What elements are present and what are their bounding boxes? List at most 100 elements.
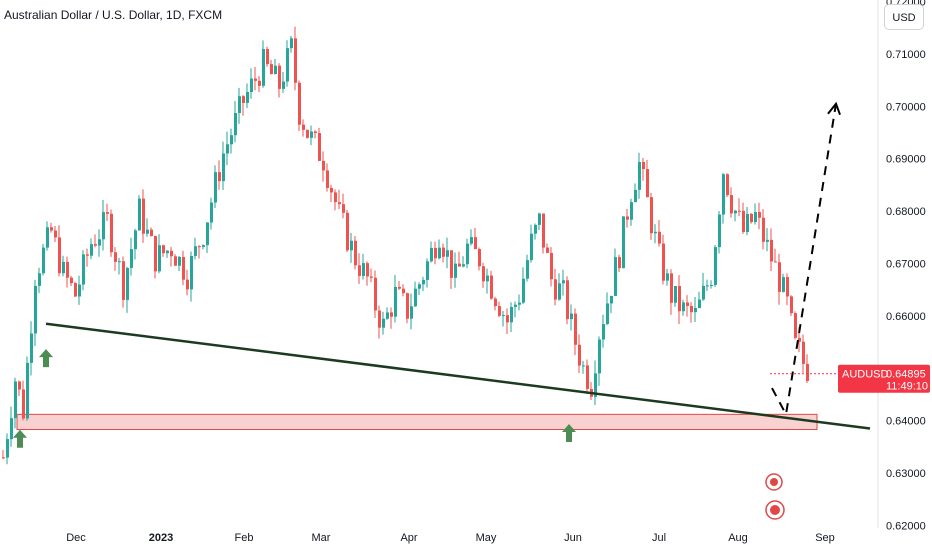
candle-body xyxy=(458,263,461,267)
candle-body xyxy=(386,312,389,319)
candle-body xyxy=(58,237,61,274)
candle-body xyxy=(678,286,681,312)
x-tick-label: Aug xyxy=(728,532,748,544)
candle-body xyxy=(726,174,729,196)
candle-body xyxy=(322,160,325,171)
candle-body xyxy=(410,306,413,319)
candle-body xyxy=(206,222,209,246)
candle-body xyxy=(122,261,125,300)
candle-body xyxy=(350,240,353,251)
candle-body xyxy=(366,263,369,277)
candle-body xyxy=(758,212,761,218)
candle-body xyxy=(382,318,385,328)
candle-body xyxy=(114,252,117,262)
candle-body xyxy=(294,38,297,83)
candle-body xyxy=(310,131,313,138)
candle-body xyxy=(718,214,721,248)
candle-body xyxy=(214,172,217,203)
candle-body xyxy=(438,247,441,259)
x-tick-label: May xyxy=(476,532,497,544)
candle-body xyxy=(686,302,689,306)
candle-body xyxy=(354,240,357,266)
candle-body xyxy=(594,373,597,397)
candle-body xyxy=(90,244,93,256)
candle-body xyxy=(30,333,33,363)
candle-body xyxy=(630,202,633,220)
candle-body xyxy=(42,247,45,274)
x-tick-label: Jul xyxy=(652,532,666,544)
event-icons[interactable] xyxy=(765,473,785,520)
candle-body xyxy=(230,135,233,145)
y-tick-label: 0.69000 xyxy=(886,154,926,166)
candle-body xyxy=(34,285,37,334)
candle-body xyxy=(266,49,269,65)
candle-body xyxy=(222,153,225,182)
x-tick-label: Feb xyxy=(235,532,254,544)
y-tick-label: 0.70000 xyxy=(886,101,926,113)
candle-body xyxy=(642,161,645,170)
candle-body xyxy=(150,229,153,237)
time-axis[interactable]: Dec 2023 Feb Mar Apr May Jun Jul Aug Sep xyxy=(66,532,835,544)
candle-body xyxy=(466,243,469,265)
candle-body xyxy=(402,288,405,294)
candle-body xyxy=(98,239,101,246)
candle-body xyxy=(346,212,349,251)
candle-body xyxy=(22,389,25,419)
candle-body xyxy=(666,273,669,281)
candle-body xyxy=(342,204,345,213)
candle-body xyxy=(118,261,121,263)
candle-body xyxy=(506,315,509,323)
candle-body xyxy=(682,302,685,312)
candle-body xyxy=(226,144,229,154)
x-tick-label: 2023 xyxy=(149,532,173,544)
candle-body xyxy=(242,96,245,103)
y-tick-label: 0.62000 xyxy=(886,520,926,532)
candle-body xyxy=(394,286,397,317)
candle-body xyxy=(270,64,273,75)
candle-body xyxy=(634,189,637,203)
candle-body xyxy=(798,337,801,342)
candle-body xyxy=(654,231,657,234)
price-axis[interactable]: 0.62000 0.63000 0.64000 0.66000 0.67000 0.680… xyxy=(886,0,926,532)
candle-body xyxy=(2,457,5,459)
arrow-markers xyxy=(13,101,841,448)
candle-body xyxy=(738,210,741,212)
candle-body xyxy=(274,65,277,75)
y-tick-label: 0.66000 xyxy=(886,311,926,323)
candle-body xyxy=(530,233,533,261)
candle-body xyxy=(62,261,65,274)
candle-body xyxy=(126,267,129,300)
candle-body xyxy=(290,38,293,49)
candle-body xyxy=(806,363,809,381)
candle-body xyxy=(166,250,169,254)
candle-body xyxy=(66,261,69,278)
candle-body xyxy=(574,313,577,345)
candle-body xyxy=(746,213,749,233)
flag-event-dot xyxy=(770,478,778,486)
trendline[interactable] xyxy=(45,322,871,430)
candle-body xyxy=(486,275,489,282)
candle-body xyxy=(606,303,609,325)
candle-body xyxy=(722,174,725,215)
candle-body xyxy=(698,299,701,308)
candle-body xyxy=(510,306,513,323)
candle-body xyxy=(658,231,661,244)
candle-body xyxy=(138,198,141,231)
projection-path[interactable] xyxy=(771,103,837,418)
candle-body xyxy=(202,245,205,247)
candle-body xyxy=(198,246,201,248)
candle-body xyxy=(406,293,409,319)
candle-body xyxy=(334,192,337,203)
candlestick-series xyxy=(2,26,809,465)
candle-body xyxy=(434,247,437,259)
candle-body xyxy=(250,78,253,93)
currency-button[interactable]: USD xyxy=(884,4,924,30)
candle-body xyxy=(50,227,53,231)
candle-body xyxy=(330,187,333,193)
candle-body xyxy=(82,254,85,285)
candle-body xyxy=(490,275,493,299)
candle-body xyxy=(538,213,541,225)
support-zone[interactable] xyxy=(16,413,818,431)
